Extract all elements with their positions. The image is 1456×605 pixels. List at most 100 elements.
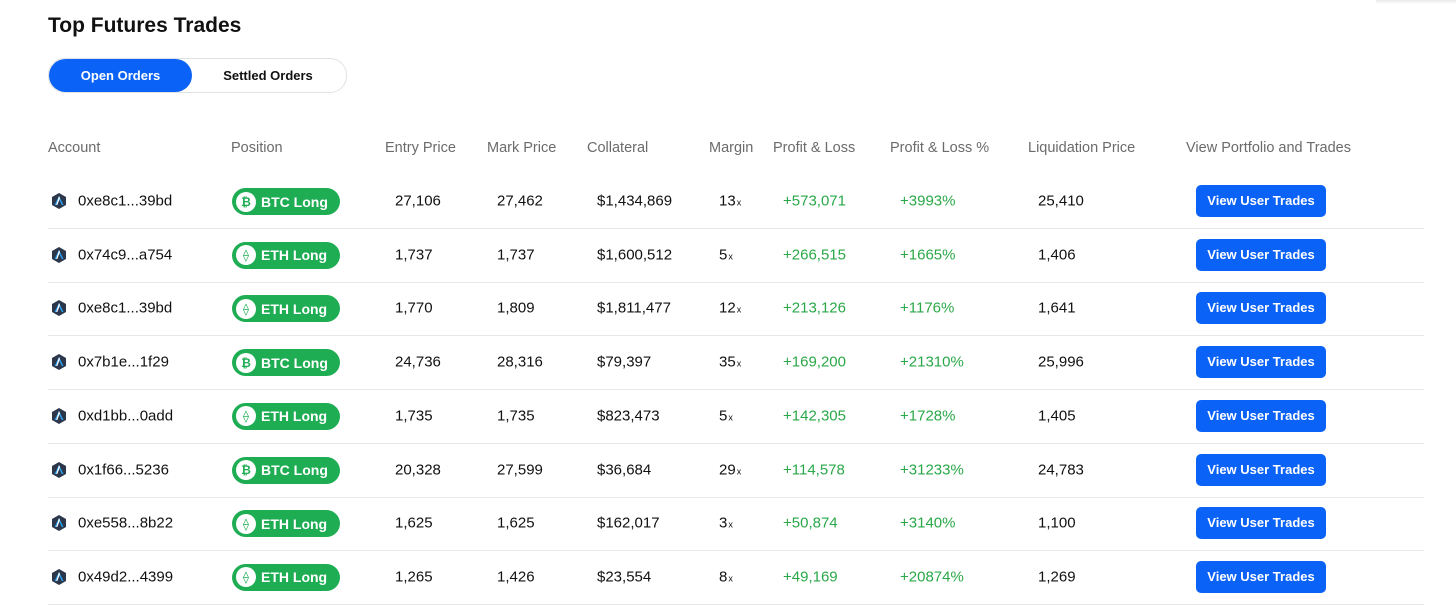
- entry-price: 1,735: [395, 407, 433, 425]
- mark-price: 27,599: [497, 461, 543, 478]
- account-address[interactable]: 0xe558...8b22: [78, 514, 174, 532]
- position-label: ETH Long: [261, 408, 328, 425]
- margin-suffix: x: [728, 573, 733, 584]
- account-address[interactable]: 0x7b1e...1f29: [78, 353, 169, 371]
- arbitrum-icon: [50, 246, 68, 264]
- profit-loss-value: +266,515: [783, 246, 846, 264]
- header-account: Account: [48, 140, 101, 156]
- ethereum-icon: ⟠: [236, 513, 256, 534]
- view-user-trades-button[interactable]: View User Trades: [1196, 238, 1326, 271]
- table-row: 0x7b1e...1f29 ₿ BTC Long 24,736 28,316 $…: [48, 335, 1424, 391]
- view-user-trades-button[interactable]: View User Trades: [1196, 346, 1326, 379]
- profit-loss-pct-value: +21310%: [900, 353, 964, 371]
- liquidation-price: 1,641: [1038, 299, 1076, 317]
- view-user-trades-button[interactable]: View User Trades: [1196, 560, 1326, 593]
- profit-loss-pct-value: +1176%: [900, 299, 955, 317]
- header-mark-price: Mark Price: [487, 140, 557, 156]
- profit-loss-pct-value: +31233%: [900, 461, 964, 478]
- account-address[interactable]: 0x1f66...5236: [78, 461, 169, 478]
- account-address[interactable]: 0xd1bb...0add: [78, 407, 174, 425]
- order-tabs: Open Orders Settled Orders: [48, 58, 347, 93]
- position-label: ETH Long: [261, 515, 328, 532]
- position-label: ETH Long: [261, 300, 328, 317]
- entry-price: 1,265: [395, 568, 433, 586]
- margin-number: 5: [719, 246, 728, 264]
- view-user-trades-button[interactable]: View User Trades: [1196, 399, 1326, 432]
- tab-open-orders[interactable]: Open Orders: [49, 59, 192, 92]
- profit-loss-value: +49,169: [783, 568, 838, 586]
- margin-suffix: x: [736, 197, 742, 208]
- profit-loss-pct-value: +3140%: [900, 514, 956, 532]
- account-address[interactable]: 0x74c9...a754: [78, 246, 173, 264]
- bitcoin-icon: ₿: [236, 352, 256, 373]
- mark-price: 28,316: [497, 353, 543, 371]
- ethereum-icon: ⟠: [236, 298, 256, 319]
- ethereum-icon: ⟠: [236, 245, 256, 266]
- collateral-value: $79,397: [597, 353, 652, 371]
- header-liquidation-price: Liquidation Price: [1028, 140, 1136, 156]
- entry-price: 1,737: [395, 246, 433, 264]
- collateral-value: $23,554: [597, 568, 652, 586]
- position-badge: ⟠ ETH Long: [232, 295, 340, 323]
- arbitrum-icon: [50, 192, 68, 210]
- table-row: 0xd1bb...0add ⟠ ETH Long 1,735 1,735 $82…: [48, 389, 1424, 444]
- position-label: BTC Long: [261, 462, 328, 478]
- position-badge: ₿ BTC Long: [232, 349, 340, 377]
- margin-value: 29x: [719, 461, 741, 478]
- position-badge: ⟠ ETH Long: [232, 510, 340, 538]
- view-user-trades-button[interactable]: View User Trades: [1196, 185, 1326, 217]
- top-right-shadow: [1376, 0, 1456, 4]
- profit-loss-pct-value: +1728%: [900, 407, 956, 425]
- collateral-value: $823,473: [597, 407, 660, 425]
- margin-value: 5x: [719, 246, 733, 263]
- view-user-trades-button[interactable]: View User Trades: [1196, 292, 1326, 325]
- mark-price: 27,462: [497, 192, 543, 210]
- margin-number: 8: [719, 568, 728, 586]
- liquidation-price: 1,269: [1038, 568, 1076, 586]
- margin-suffix: x: [736, 304, 742, 315]
- table-row: 0x74c9...a754 ⟠ ETH Long 1,737 1,737 $1,…: [48, 228, 1424, 283]
- header-profit-loss: Profit & Loss: [773, 140, 856, 156]
- table-row: 0xe8c1...39bd ⟠ ETH Long 1,770 1,809 $1,…: [48, 281, 1424, 337]
- margin-suffix: x: [728, 251, 733, 262]
- mark-price: 1,809: [497, 299, 535, 317]
- profit-loss-pct-value: +20874%: [900, 568, 964, 586]
- mark-price: 1,735: [497, 407, 535, 425]
- margin-suffix: x: [736, 358, 742, 369]
- position-badge: ₿ BTC Long: [232, 188, 340, 215]
- margin-suffix: x: [728, 412, 733, 423]
- profit-loss-value: +573,071: [783, 192, 846, 210]
- table-row: 0xe558...8b22 ⟠ ETH Long 1,625 1,625 $16…: [48, 496, 1424, 552]
- mark-price: 1,625: [497, 514, 535, 532]
- view-user-trades-button[interactable]: View User Trades: [1196, 453, 1326, 486]
- margin-value: 13x: [719, 193, 741, 210]
- position-badge: ₿ BTC Long: [232, 456, 340, 484]
- position-badge: ⟠ ETH Long: [232, 563, 340, 591]
- account-address[interactable]: 0xe8c1...39bd: [78, 299, 173, 317]
- profit-loss-pct-value: +1665%: [900, 246, 956, 264]
- position-label: BTC Long: [261, 193, 328, 210]
- table-row: 0x49d2...4399 ⟠ ETH Long 1,265 1,426 $23…: [48, 550, 1424, 605]
- margin-value: 12x: [719, 300, 741, 317]
- position-badge: ⟠ ETH Long: [232, 402, 340, 430]
- account-address[interactable]: 0xe8c1...39bd: [78, 192, 173, 210]
- liquidation-price: 1,406: [1038, 246, 1076, 264]
- header-view-portfolio: View Portfolio and Trades: [1186, 140, 1351, 156]
- liquidation-price: 1,100: [1038, 514, 1076, 532]
- margin-value: 5x: [719, 407, 733, 424]
- profit-loss-value: +169,200: [783, 353, 846, 371]
- margin-number: 5: [719, 407, 728, 425]
- margin-value: 8x: [719, 568, 733, 585]
- profit-loss-value: +142,305: [783, 407, 846, 425]
- entry-price: 24,736: [395, 353, 441, 371]
- account-address[interactable]: 0x49d2...4399: [78, 568, 174, 586]
- view-user-trades-button[interactable]: View User Trades: [1196, 507, 1326, 540]
- arbitrum-icon: [50, 568, 68, 586]
- header-profit-loss-pct: Profit & Loss %: [890, 140, 990, 156]
- margin-number: 12: [719, 299, 736, 317]
- header-margin: Margin: [709, 140, 754, 156]
- profit-loss-pct-value: +3993%: [900, 192, 956, 210]
- mark-price: 1,737: [497, 246, 535, 264]
- tab-settled-orders[interactable]: Settled Orders: [223, 68, 313, 83]
- mark-price: 1,426: [497, 568, 535, 586]
